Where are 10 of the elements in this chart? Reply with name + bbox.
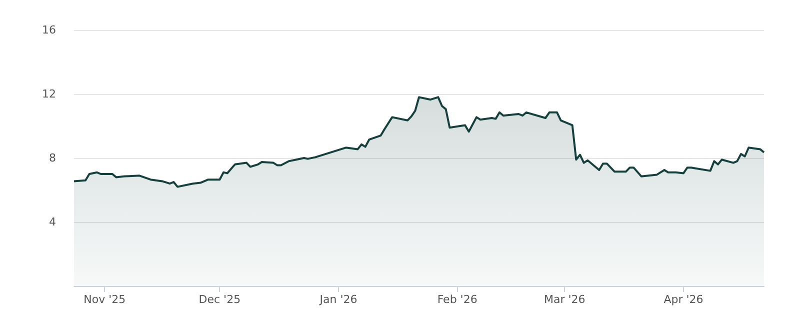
- y-tick-label: 8: [49, 152, 56, 164]
- x-tick-label: Jan '26: [318, 293, 358, 306]
- y-tick-label: 16: [42, 24, 56, 36]
- y-tick-label: 4: [49, 216, 56, 228]
- y-tick-label: 12: [42, 88, 56, 100]
- x-tick-label: Feb '26: [437, 293, 478, 306]
- x-tick-label: Nov '25: [84, 293, 126, 306]
- x-tick-label: Mar '26: [544, 293, 586, 306]
- x-tick-label: Apr '26: [664, 293, 704, 306]
- x-tick-label: Dec '25: [198, 293, 241, 306]
